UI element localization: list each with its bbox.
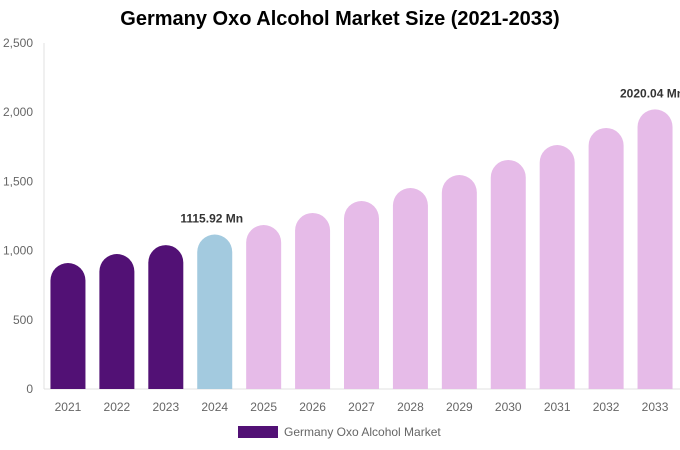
bar-2026 (295, 212, 331, 389)
x-tick-label: 2033 (642, 400, 669, 414)
bar-2027 (344, 201, 379, 389)
y-tick-label: 1,000 (3, 244, 33, 258)
x-tick-label: 2028 (397, 400, 424, 414)
chart-title: Germany Oxo Alcohol Market Size (2021-20… (120, 8, 560, 30)
bar-2021 (50, 263, 86, 389)
bar-2028 (392, 188, 428, 389)
data-label: 1115.92 Mn (180, 212, 243, 226)
x-tick-label: 2021 (55, 400, 82, 414)
bar-2025 (246, 225, 282, 389)
y-tick-label: 0 (26, 382, 33, 396)
y-tick-label: 500 (13, 313, 33, 327)
x-tick-label: 2026 (299, 400, 326, 414)
bar-2032 (588, 127, 624, 389)
y-tick-label: 2,000 (3, 105, 33, 119)
x-tick-label: 2031 (544, 400, 571, 414)
legend-label: Germany Oxo Alcohol Market (284, 425, 441, 439)
x-tick-label: 2024 (201, 400, 228, 414)
bar-2033 (637, 109, 673, 390)
legend[interactable]: Germany Oxo Alcohol Market (238, 425, 441, 439)
x-tick-label: 2030 (495, 400, 522, 414)
x-tick-label: 2023 (152, 400, 179, 414)
y-tick-label: 1,500 (3, 174, 33, 188)
x-tick-label: 2029 (446, 400, 473, 414)
x-tick-label: 2027 (348, 400, 375, 414)
legend-swatch (238, 426, 278, 438)
bar-2023 (148, 245, 184, 389)
bar-2029 (441, 175, 477, 389)
bar-2022 (99, 254, 135, 389)
bar-2031 (539, 145, 575, 389)
x-tick-label: 2022 (104, 400, 131, 414)
bar-2030 (490, 159, 526, 389)
x-tick-label: 2025 (250, 400, 277, 414)
x-tick-label: 2032 (593, 400, 620, 414)
bar-2024 (197, 234, 233, 389)
y-tick-label: 2,500 (3, 36, 33, 50)
data-label: 2020.04 Mn (620, 86, 680, 100)
